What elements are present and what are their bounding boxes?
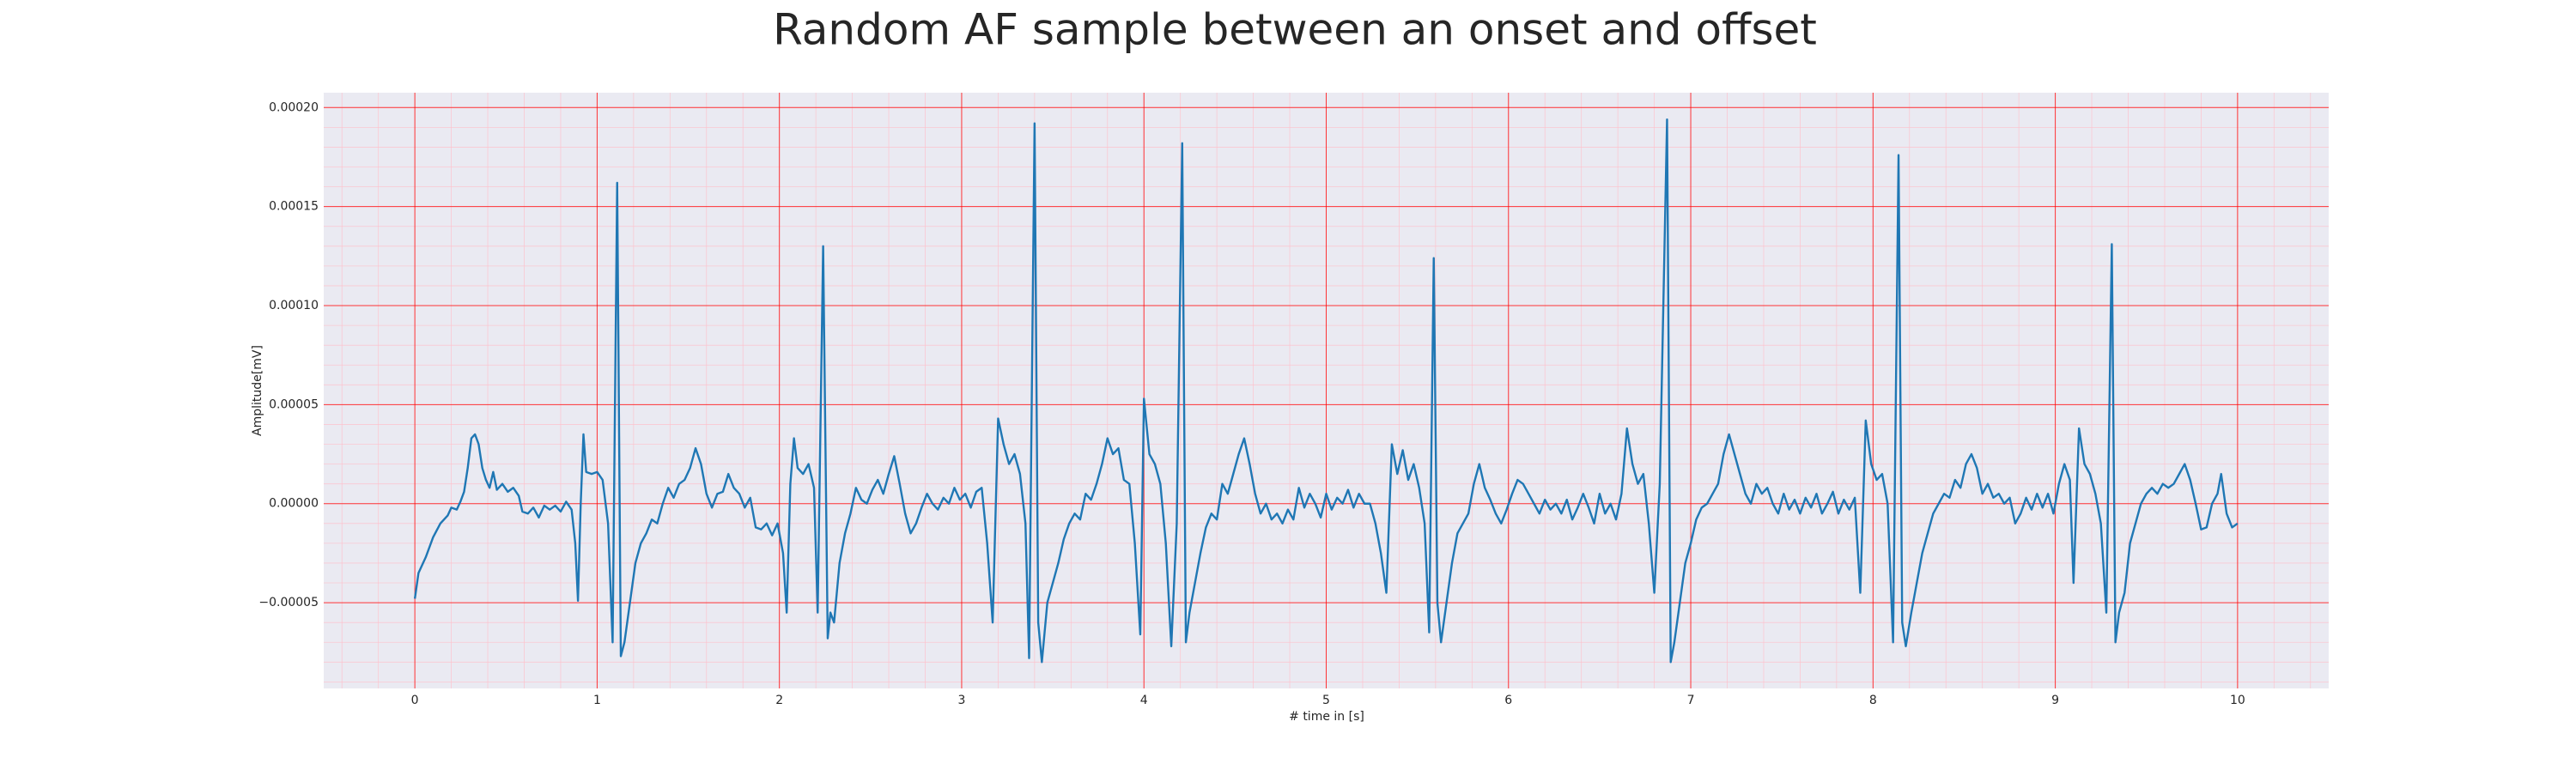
plot-area	[324, 93, 2329, 688]
x-tick-label: 2	[775, 694, 783, 707]
y-tick-label: 0.00005	[269, 397, 319, 411]
x-tick-label: 1	[593, 694, 601, 707]
x-tick-label: 8	[1869, 694, 1877, 707]
y-tick-label: 0.00000	[269, 497, 319, 511]
x-tick-label: 6	[1504, 694, 1512, 707]
data-line	[413, 118, 2239, 664]
x-tick-label: 9	[2051, 694, 2059, 707]
y-tick-label: −0.00005	[258, 596, 319, 609]
x-axis-label: # time in [s]	[1289, 710, 1364, 724]
x-tick-label: 5	[1322, 694, 1330, 707]
y-tick-label: 0.00010	[269, 299, 319, 312]
y-axis-label: Amplitude[mV]	[251, 345, 264, 436]
chart-title: Random AF sample between an onset and of…	[773, 5, 1817, 55]
x-tick-label: 0	[411, 694, 419, 707]
x-tick-label: 4	[1140, 694, 1148, 707]
x-tick-label: 3	[957, 694, 965, 707]
y-tick-label: 0.00020	[269, 100, 319, 114]
y-tick-label: 0.00015	[269, 200, 319, 214]
x-tick-label: 10	[2230, 694, 2245, 707]
x-tick-label: 7	[1687, 694, 1695, 707]
